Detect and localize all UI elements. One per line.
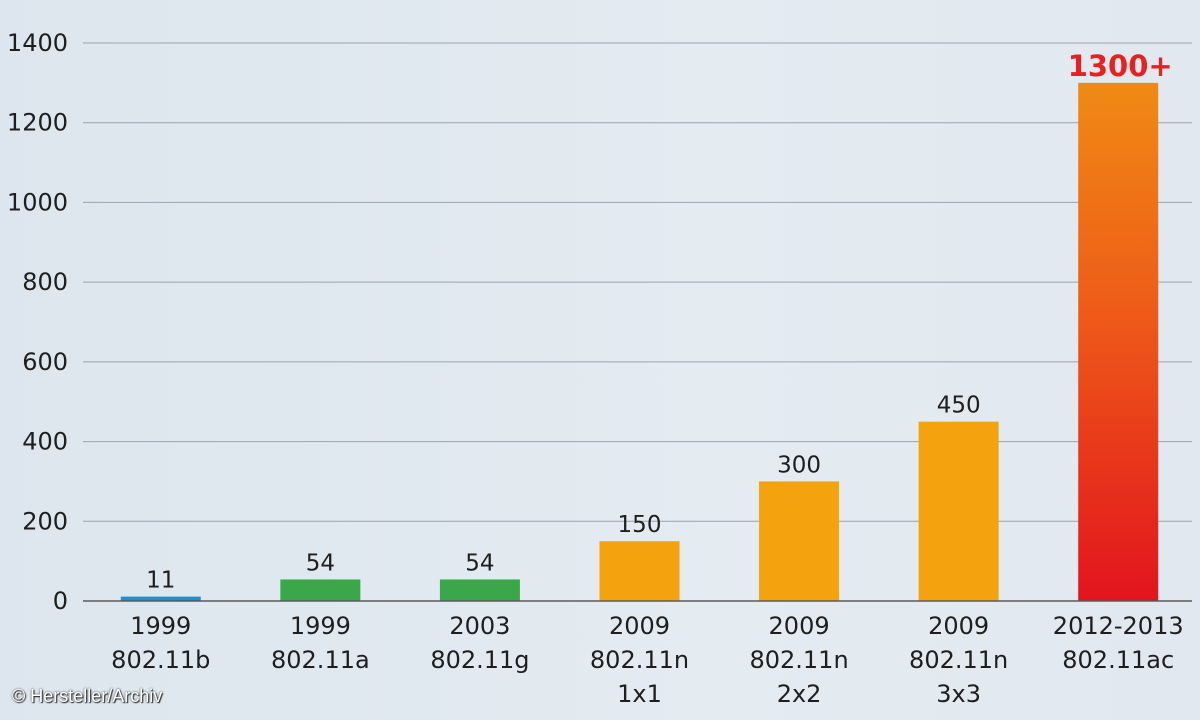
data-labels: 11 54 54 150 300 450 1300+ [146,49,1173,594]
x-tick-label-line: 802.11ac [1062,646,1174,674]
bar-value-label: 54 [306,550,335,576]
bar-value-label: 450 [937,393,981,419]
x-tick-label-line: 2012-2013 [1053,612,1184,640]
x-tick-label-line: 3x3 [936,680,981,708]
bar-value-label: 54 [465,550,494,576]
y-tick-label: 600 [22,348,68,376]
x-tick-label: 2009 802.11n 3x3 [909,612,1008,708]
x-tick-label-line: 1999 [130,612,191,640]
y-tick-label: 0 [53,587,68,615]
x-tick-label-line: 2x2 [777,680,822,708]
x-axis-ticks: 1999 802.11b 1999 802.11a 2003 802.11g 2009 802… [111,612,1183,708]
bar [280,579,361,601]
image-credit: © Hersteller/Archiv [12,686,163,706]
x-tick-label-line: 2009 [928,612,989,640]
x-tick-label-line: 2009 [609,612,670,640]
y-tick-label: 1200 [7,109,68,137]
x-tick-label: 1999 802.11a [271,612,370,674]
bar [599,541,680,601]
x-tick-label-line: 802.11b [111,646,210,674]
bar-value-label: 1300+ [1068,49,1173,83]
y-tick-label: 1000 [7,188,68,216]
x-tick-label: 2009 802.11n 1x1 [590,612,689,708]
bar [759,481,840,601]
x-tick-label-line: 802.11a [271,646,370,674]
y-tick-label: 800 [22,268,68,296]
grid-lines [83,42,1192,522]
bars [120,82,1159,602]
bar [120,596,201,601]
bar-value-label: 11 [146,568,175,594]
x-tick-label: 2009 802.11n 2x2 [749,612,848,708]
x-tick-label: 2003 802.11g [430,612,529,674]
x-tick-label-line: 802.11g [430,646,529,674]
bar [439,579,520,601]
x-tick-label-line: 2009 [769,612,830,640]
y-tick-label: 1400 [7,29,68,57]
y-tick-label: 200 [22,507,68,535]
x-tick-label-line: 1x1 [617,680,662,708]
bar [918,421,999,601]
x-tick-label: 2012-2013 802.11ac [1053,612,1184,674]
y-tick-label: 400 [22,428,68,456]
x-tick-label-line: 802.11n [590,646,689,674]
y-axis-ticks: 0 200 400 600 800 1000 1200 1400 [7,29,68,615]
x-tick-label-line: 802.11n [749,646,848,674]
x-tick-label-line: 2003 [449,612,510,640]
bar [1078,82,1159,602]
x-tick-label-line: 1999 [290,612,351,640]
bar-value-label: 300 [777,452,821,478]
x-tick-label: 1999 802.11b [111,612,210,674]
bar-value-label: 150 [618,512,662,538]
x-tick-label-line: 802.11n [909,646,1008,674]
